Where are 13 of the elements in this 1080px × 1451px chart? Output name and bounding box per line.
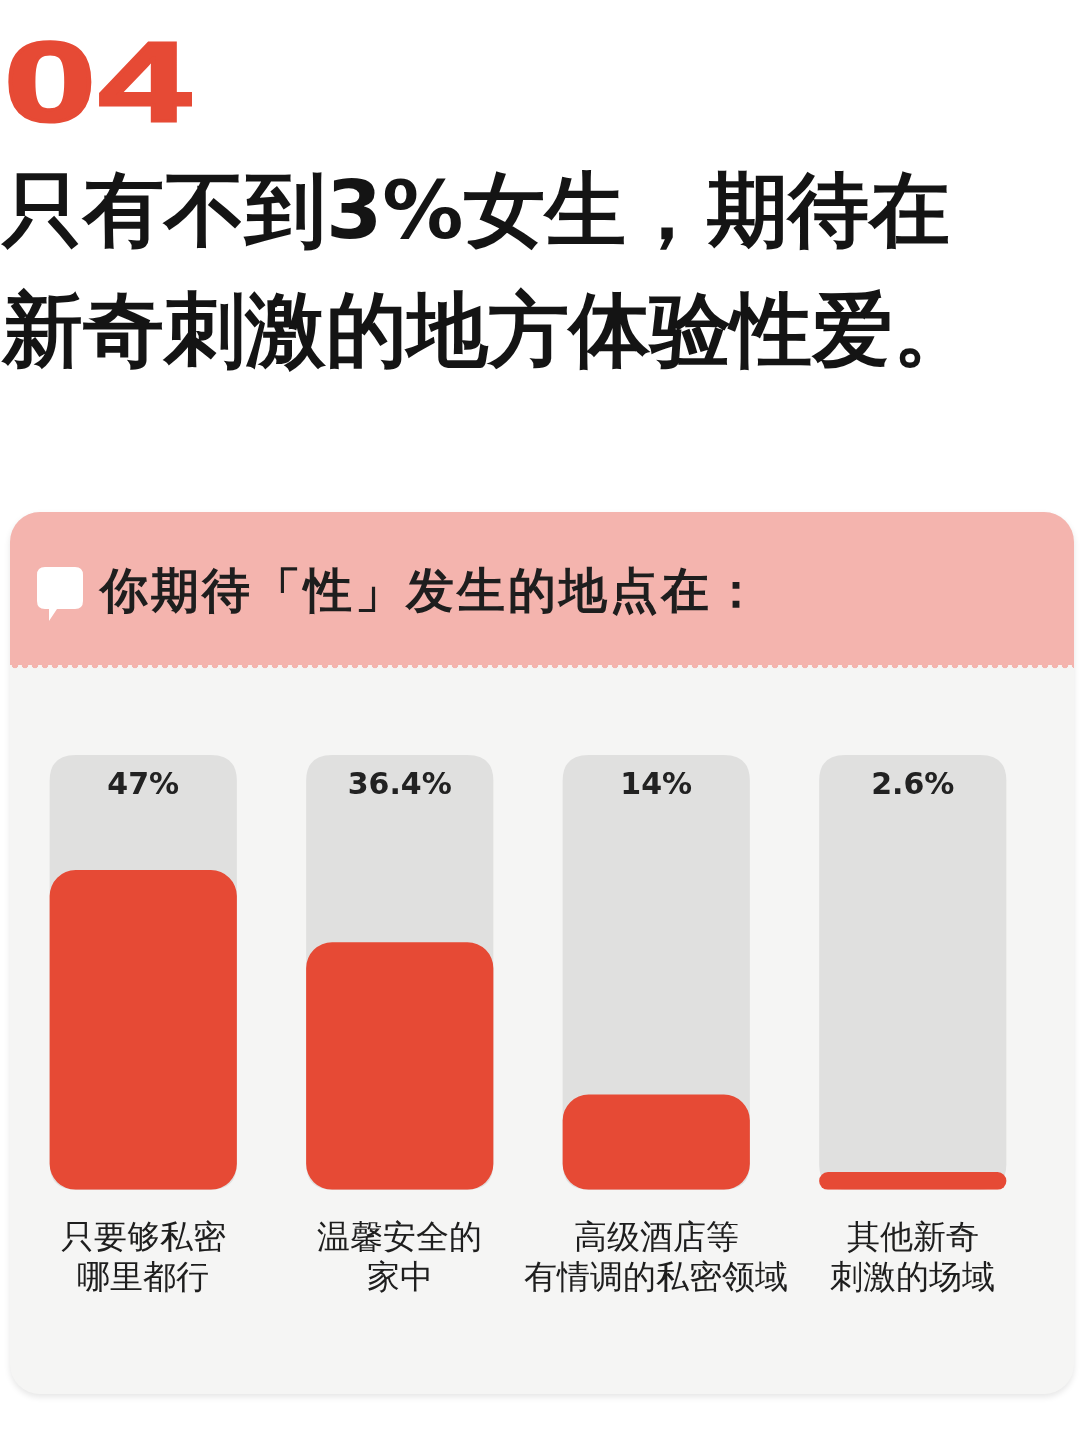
x-tick-label: 温馨安全的家中 [317, 1217, 483, 1296]
chart-subtitle: 你期待「性」发生的地点在： [100, 561, 763, 620]
x-tick-label: 其他新奇刺激的场域 [830, 1217, 996, 1296]
data-label: 36.4% [347, 765, 452, 801]
text: 04 [4, 18, 194, 145]
chart-title: 只有不到3%女生，期待在新奇刺激的地方体验性爱。 [2, 162, 975, 379]
x-tick-label: 高级酒店等有情调的私密领域 [524, 1217, 789, 1296]
bar [562, 1094, 750, 1190]
bar [819, 1172, 1007, 1190]
data-label: 14% [620, 765, 693, 801]
data-label: 2.6% [871, 765, 955, 801]
x-tick-label: 只要够私密哪里都行 [60, 1217, 226, 1296]
data-label: 47% [107, 765, 180, 801]
